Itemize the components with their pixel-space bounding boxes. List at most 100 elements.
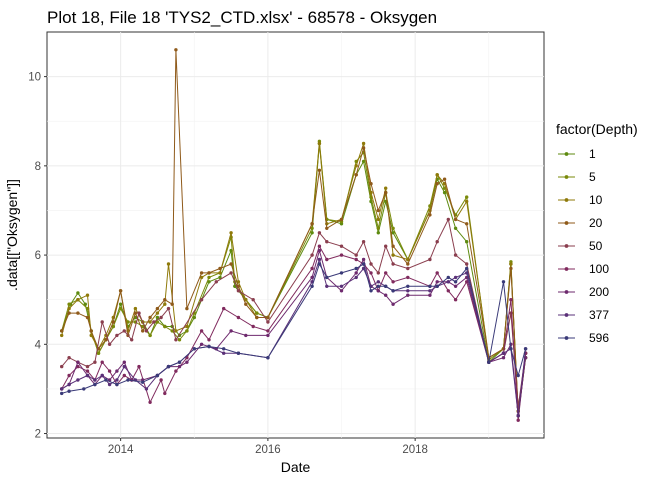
data-point xyxy=(376,284,380,288)
data-point xyxy=(453,280,458,284)
data-point xyxy=(244,302,248,306)
data-point xyxy=(442,177,447,181)
data-point xyxy=(266,333,270,338)
data-point xyxy=(118,302,123,306)
data-point xyxy=(317,168,322,172)
data-point xyxy=(85,369,90,373)
legend-key-point xyxy=(564,152,569,156)
x-tick-label: 2014 xyxy=(108,444,134,456)
data-point xyxy=(148,320,152,324)
data-point xyxy=(118,306,123,311)
data-point xyxy=(218,275,222,280)
data-point xyxy=(428,289,432,293)
data-point xyxy=(207,275,211,280)
data-point xyxy=(435,280,439,284)
legend-label: 50 xyxy=(589,239,603,253)
data-point xyxy=(67,311,71,315)
data-point xyxy=(111,320,116,324)
data-point xyxy=(384,244,388,248)
data-point xyxy=(137,311,141,315)
series-20 xyxy=(60,48,528,413)
data-point xyxy=(163,324,167,329)
legend-label: 377 xyxy=(589,308,609,322)
data-point xyxy=(509,266,513,271)
data-point xyxy=(122,329,127,333)
data-point xyxy=(177,364,182,369)
data-point xyxy=(60,364,64,369)
data-point xyxy=(148,400,152,404)
data-point xyxy=(406,275,410,280)
data-point xyxy=(76,364,80,369)
data-point xyxy=(144,387,149,391)
data-point xyxy=(60,329,64,333)
data-point xyxy=(218,271,222,275)
data-point xyxy=(229,271,233,275)
data-point xyxy=(384,190,388,195)
data-point xyxy=(369,262,373,266)
data-point xyxy=(126,378,130,382)
data-point xyxy=(442,190,447,195)
y-tick-label: 6 xyxy=(35,250,41,262)
data-point xyxy=(516,373,520,378)
data-point xyxy=(310,284,314,288)
data-point xyxy=(465,262,469,266)
data-point xyxy=(115,382,119,387)
data-point xyxy=(361,146,366,150)
data-point xyxy=(453,217,458,222)
data-point xyxy=(339,271,344,275)
data-point xyxy=(174,48,178,52)
data-point xyxy=(251,298,255,302)
data-point xyxy=(391,289,395,293)
data-point xyxy=(155,306,160,311)
data-point xyxy=(60,333,64,338)
data-point xyxy=(255,311,259,315)
y-tick-label: 2 xyxy=(35,429,41,441)
data-point xyxy=(406,289,410,293)
data-point xyxy=(361,257,366,262)
data-point xyxy=(516,414,520,418)
data-point xyxy=(144,329,149,333)
data-point xyxy=(76,360,80,364)
data-point xyxy=(236,284,241,288)
data-point xyxy=(376,289,380,293)
data-point xyxy=(207,280,211,284)
data-point xyxy=(354,266,358,271)
data-point xyxy=(229,231,233,235)
data-point xyxy=(130,338,134,342)
data-point xyxy=(376,217,380,222)
data-point xyxy=(229,329,233,333)
data-point xyxy=(141,329,145,333)
data-point xyxy=(155,320,160,324)
legend-key-point xyxy=(564,267,569,271)
x-axis-label: Date xyxy=(281,459,311,475)
data-point xyxy=(446,280,450,284)
data-point xyxy=(166,306,171,311)
data-point xyxy=(118,289,123,293)
data-point xyxy=(428,257,432,262)
x-tick-label: 2018 xyxy=(402,444,428,456)
data-point xyxy=(325,284,329,288)
data-point xyxy=(174,369,178,373)
data-point xyxy=(509,347,513,351)
data-point xyxy=(174,329,178,333)
data-point xyxy=(115,378,119,382)
data-point xyxy=(406,266,410,271)
data-point xyxy=(435,271,439,275)
data-point xyxy=(339,253,344,257)
data-point xyxy=(465,266,469,271)
data-point xyxy=(76,311,80,315)
data-point xyxy=(174,338,178,342)
legend-label: 1 xyxy=(589,147,596,161)
data-point xyxy=(107,369,112,373)
data-point xyxy=(369,182,373,186)
data-point xyxy=(325,226,329,230)
data-point xyxy=(152,320,156,324)
y-tick-label: 10 xyxy=(28,72,41,84)
data-point xyxy=(317,262,322,266)
series-200 xyxy=(60,248,528,418)
data-point xyxy=(384,284,388,288)
data-point xyxy=(376,271,380,275)
data-point xyxy=(126,320,130,324)
data-point xyxy=(446,289,450,293)
data-point xyxy=(93,378,97,382)
